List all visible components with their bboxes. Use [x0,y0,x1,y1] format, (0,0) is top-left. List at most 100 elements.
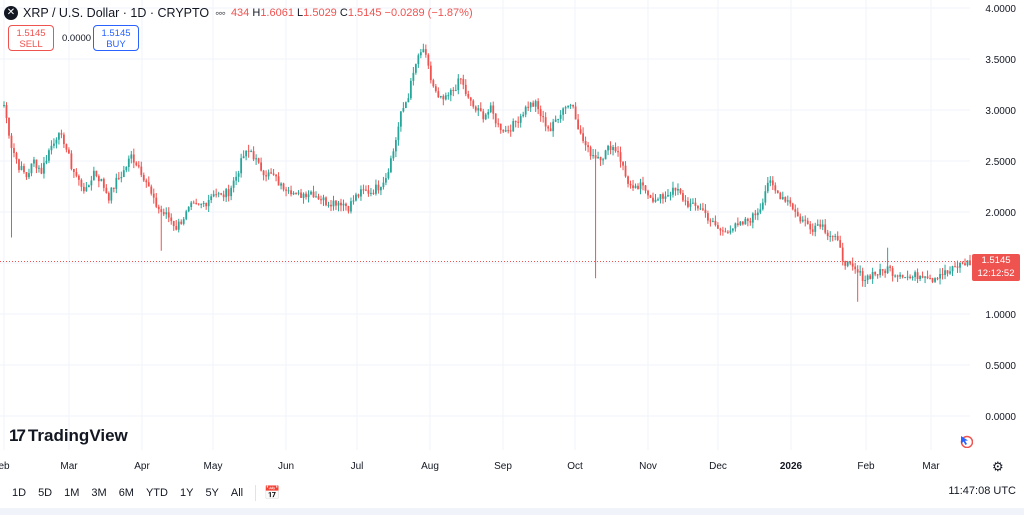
y-tick-label: 3.5000 [985,55,1016,66]
y-tick-label: 2.0000 [985,208,1016,219]
range-button-1y[interactable]: 1Y [179,487,194,499]
candle-body [70,153,73,169]
candle-body [921,275,924,278]
candle-body [53,143,55,146]
candle-body [562,108,565,115]
change-value: −0.0289 (−1.87%) [384,7,473,19]
candle-body [547,126,550,129]
candle-body [517,121,520,123]
candle-body [20,166,23,170]
candle-body [744,218,747,225]
candle-body [132,154,135,163]
candle-body [55,139,58,144]
candle-body [387,172,390,179]
candle-body [781,197,784,200]
candle-body [924,276,926,278]
buy-button[interactable]: 1.5145 BUY [93,25,139,51]
candle-body [150,186,153,194]
candle-body [200,203,203,205]
candle-body [350,201,352,212]
candle-body [160,209,163,213]
candle-body [187,207,190,212]
candle-body [272,173,275,175]
candle-body [544,117,547,127]
settings-gear-icon[interactable]: ⚙ [992,459,1004,474]
y-tick-label: 1.0000 [985,310,1016,321]
sell-button[interactable]: 1.5145 SELL [8,25,54,51]
candle-body [876,274,879,276]
candle-body [332,200,335,207]
candle-body [874,272,877,275]
cursor-mode-icon[interactable] [959,434,973,448]
candle-body [714,220,717,226]
candle-body [242,156,245,159]
candle-body [147,182,150,187]
candle-body [522,114,525,117]
candle-body [954,266,956,268]
candle-body [82,186,85,192]
candle-body [509,130,512,132]
candle-body [232,180,235,188]
candle-body [18,159,20,170]
candle-body [764,191,767,203]
symbol-title[interactable]: XRP / U.S. Dollar · 1D · CRYPTO [23,6,210,20]
candle-body [692,202,694,204]
candle-body [851,263,854,267]
range-button-5y[interactable]: 5Y [205,487,219,499]
candle-body [607,145,609,151]
candle-body [504,130,507,132]
candle-body [215,194,218,196]
candle-body [210,196,213,201]
candle-body [614,147,617,152]
candle-body [594,155,597,159]
candle-body [951,266,954,272]
candle-body [961,262,964,264]
candle-body [866,275,869,281]
candle-body [305,193,307,198]
range-button-1d[interactable]: 1D [12,487,27,499]
candle-body [285,189,287,191]
candle-body [667,194,669,197]
candle-body [469,97,472,101]
candle-body [165,212,168,215]
candle-body [484,114,487,120]
candle-body [736,223,739,225]
candle-body [697,205,699,209]
tradingview-watermark[interactable]: 17 TradingView [9,426,128,446]
candle-body [649,195,652,198]
bottom-scrollbar[interactable] [0,508,1024,515]
utc-clock[interactable]: 11:47:08 UTC [948,485,1016,497]
range-button-3m[interactable]: 3M [91,487,107,499]
candle-body [487,112,490,115]
candle-body [871,272,874,279]
ohlc-values: 434 H1.6061 L1.5029 C1.5145 −0.0289 (−1.… [231,7,473,19]
range-button-all[interactable]: All [230,487,244,499]
candle-body [699,208,702,210]
candle-body [966,260,969,266]
more-icon[interactable]: ◦◦◦ [215,6,226,20]
range-button-6m[interactable]: 6M [118,487,134,499]
candle-body [652,197,654,202]
price-chart[interactable]: 4.00003.50003.00002.50002.00001.50001.00… [0,0,1024,478]
candle-body [929,278,931,280]
range-button-5d[interactable]: 5D [38,487,53,499]
candle-body [819,224,822,227]
candle-body [25,172,28,178]
candle-body [477,108,480,111]
x-logo-icon[interactable]: ✕ [4,6,18,20]
range-button-1m[interactable]: 1M [64,487,80,499]
candle-body [789,200,792,204]
candle-body [140,166,143,175]
candle-body [190,202,193,208]
candle-body [969,260,971,266]
candle-body [252,151,255,160]
candle-body [574,106,577,120]
candle-body [58,133,60,140]
candle-body [836,235,839,241]
candle-body [729,230,732,233]
candle-body [549,128,552,132]
go-to-date-icon[interactable]: 📅 [264,485,281,500]
candle-body [260,162,263,171]
candle-body [212,194,215,197]
range-button-ytd[interactable]: YTD [145,487,168,499]
